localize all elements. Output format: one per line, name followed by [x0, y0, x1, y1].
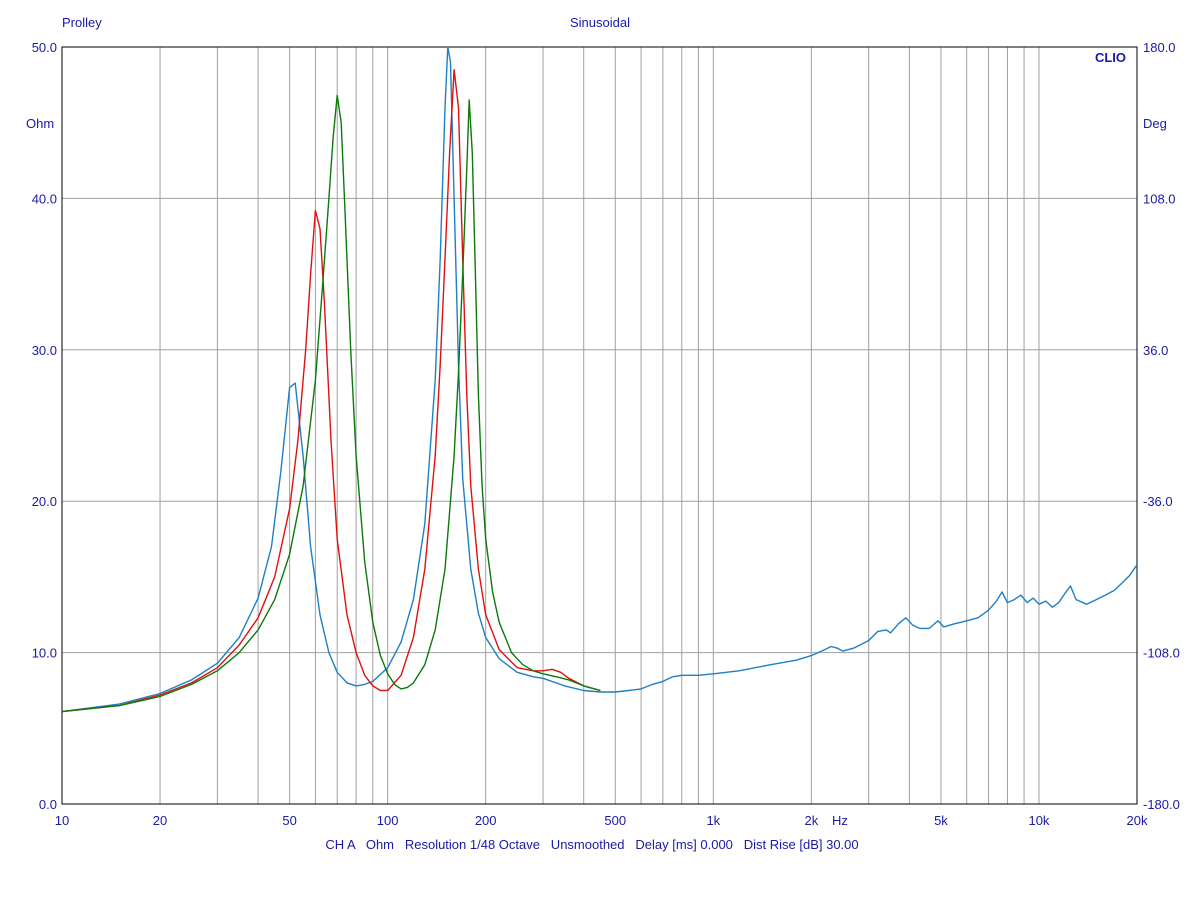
y-right-tick-label: -36.0 [1143, 494, 1173, 509]
y-tick-label: 0.0 [39, 797, 57, 812]
series-line-3 [61, 94, 601, 713]
x-tick-label: 10 [55, 813, 69, 828]
y-right-tick-label: -108.0 [1143, 646, 1180, 661]
y-tick-label: 40.0 [32, 191, 57, 206]
x-tick-label: 5k [934, 813, 948, 828]
y-tick-label: 30.0 [32, 343, 57, 358]
brand-label: CLIO [1095, 50, 1126, 65]
x-tick-label: 20 [153, 813, 167, 828]
plot-frame [61, 46, 1138, 805]
grid-lines [62, 47, 1138, 804]
x-tick-label: 200 [475, 813, 497, 828]
y-right-tick-label: 36.0 [1143, 343, 1168, 358]
x-tick-label: 100 [377, 813, 399, 828]
y-axis-right-label: Deg [1143, 116, 1167, 131]
x-tick-label: 1k [706, 813, 720, 828]
y-tick-label: 10.0 [32, 646, 57, 661]
header-left-title: Prolley [62, 15, 102, 30]
series-lines [61, 46, 1138, 713]
series-line-1 [61, 46, 1138, 713]
x-tick-label: 2k [804, 813, 818, 828]
x-tick-label: 500 [604, 813, 626, 828]
y-right-tick-label: 108.0 [1143, 191, 1176, 206]
y-right-tick-label: -180.0 [1143, 797, 1180, 812]
y-axis-label: Ohm [26, 116, 54, 131]
x-tick-label: 20k [1127, 813, 1148, 828]
x-tick-label: 50 [282, 813, 296, 828]
header-center-title: Sinusoidal [570, 15, 630, 30]
footer-info: CH A Ohm Resolution 1/48 Octave Unsmooth… [325, 837, 858, 852]
y-tick-label: 20.0 [32, 494, 57, 509]
y-right-tick-label: 180.0 [1143, 40, 1176, 55]
y-tick-label: 50.0 [32, 40, 57, 55]
x-tick-label: 10k [1028, 813, 1049, 828]
tick-labels: 10 20 50 100 200 500 1k 2k 5k 10k 20k 0.0 10.0 20.0 30… [32, 40, 1180, 828]
x-axis-label: Hz [832, 813, 848, 828]
